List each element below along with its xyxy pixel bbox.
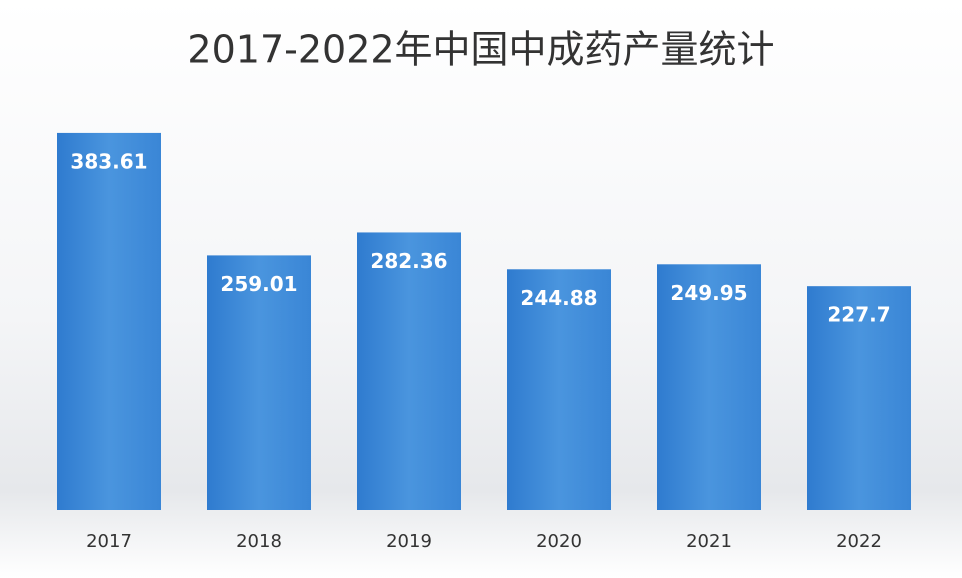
x-tick-label: 2019	[386, 531, 432, 552]
data-label: 383.61	[70, 149, 147, 173]
x-tick-label: 2022	[836, 531, 882, 552]
data-label: 249.95	[670, 281, 747, 305]
x-tick-label: 2018	[236, 531, 282, 552]
bar	[807, 286, 911, 510]
bar	[507, 269, 611, 510]
chart-title: 2017-2022年中国中成药产量统计	[187, 28, 774, 72]
x-tick-label: 2020	[536, 531, 582, 552]
x-tick-label: 2021	[686, 531, 732, 552]
bar	[357, 232, 461, 510]
data-label: 227.7	[827, 303, 890, 327]
data-label: 259.01	[220, 272, 297, 296]
data-label: 244.88	[520, 286, 597, 310]
x-tick-label: 2017	[86, 531, 132, 552]
bar	[57, 132, 161, 510]
bar	[207, 255, 311, 510]
bar	[657, 264, 761, 510]
data-label: 282.36	[370, 249, 447, 273]
